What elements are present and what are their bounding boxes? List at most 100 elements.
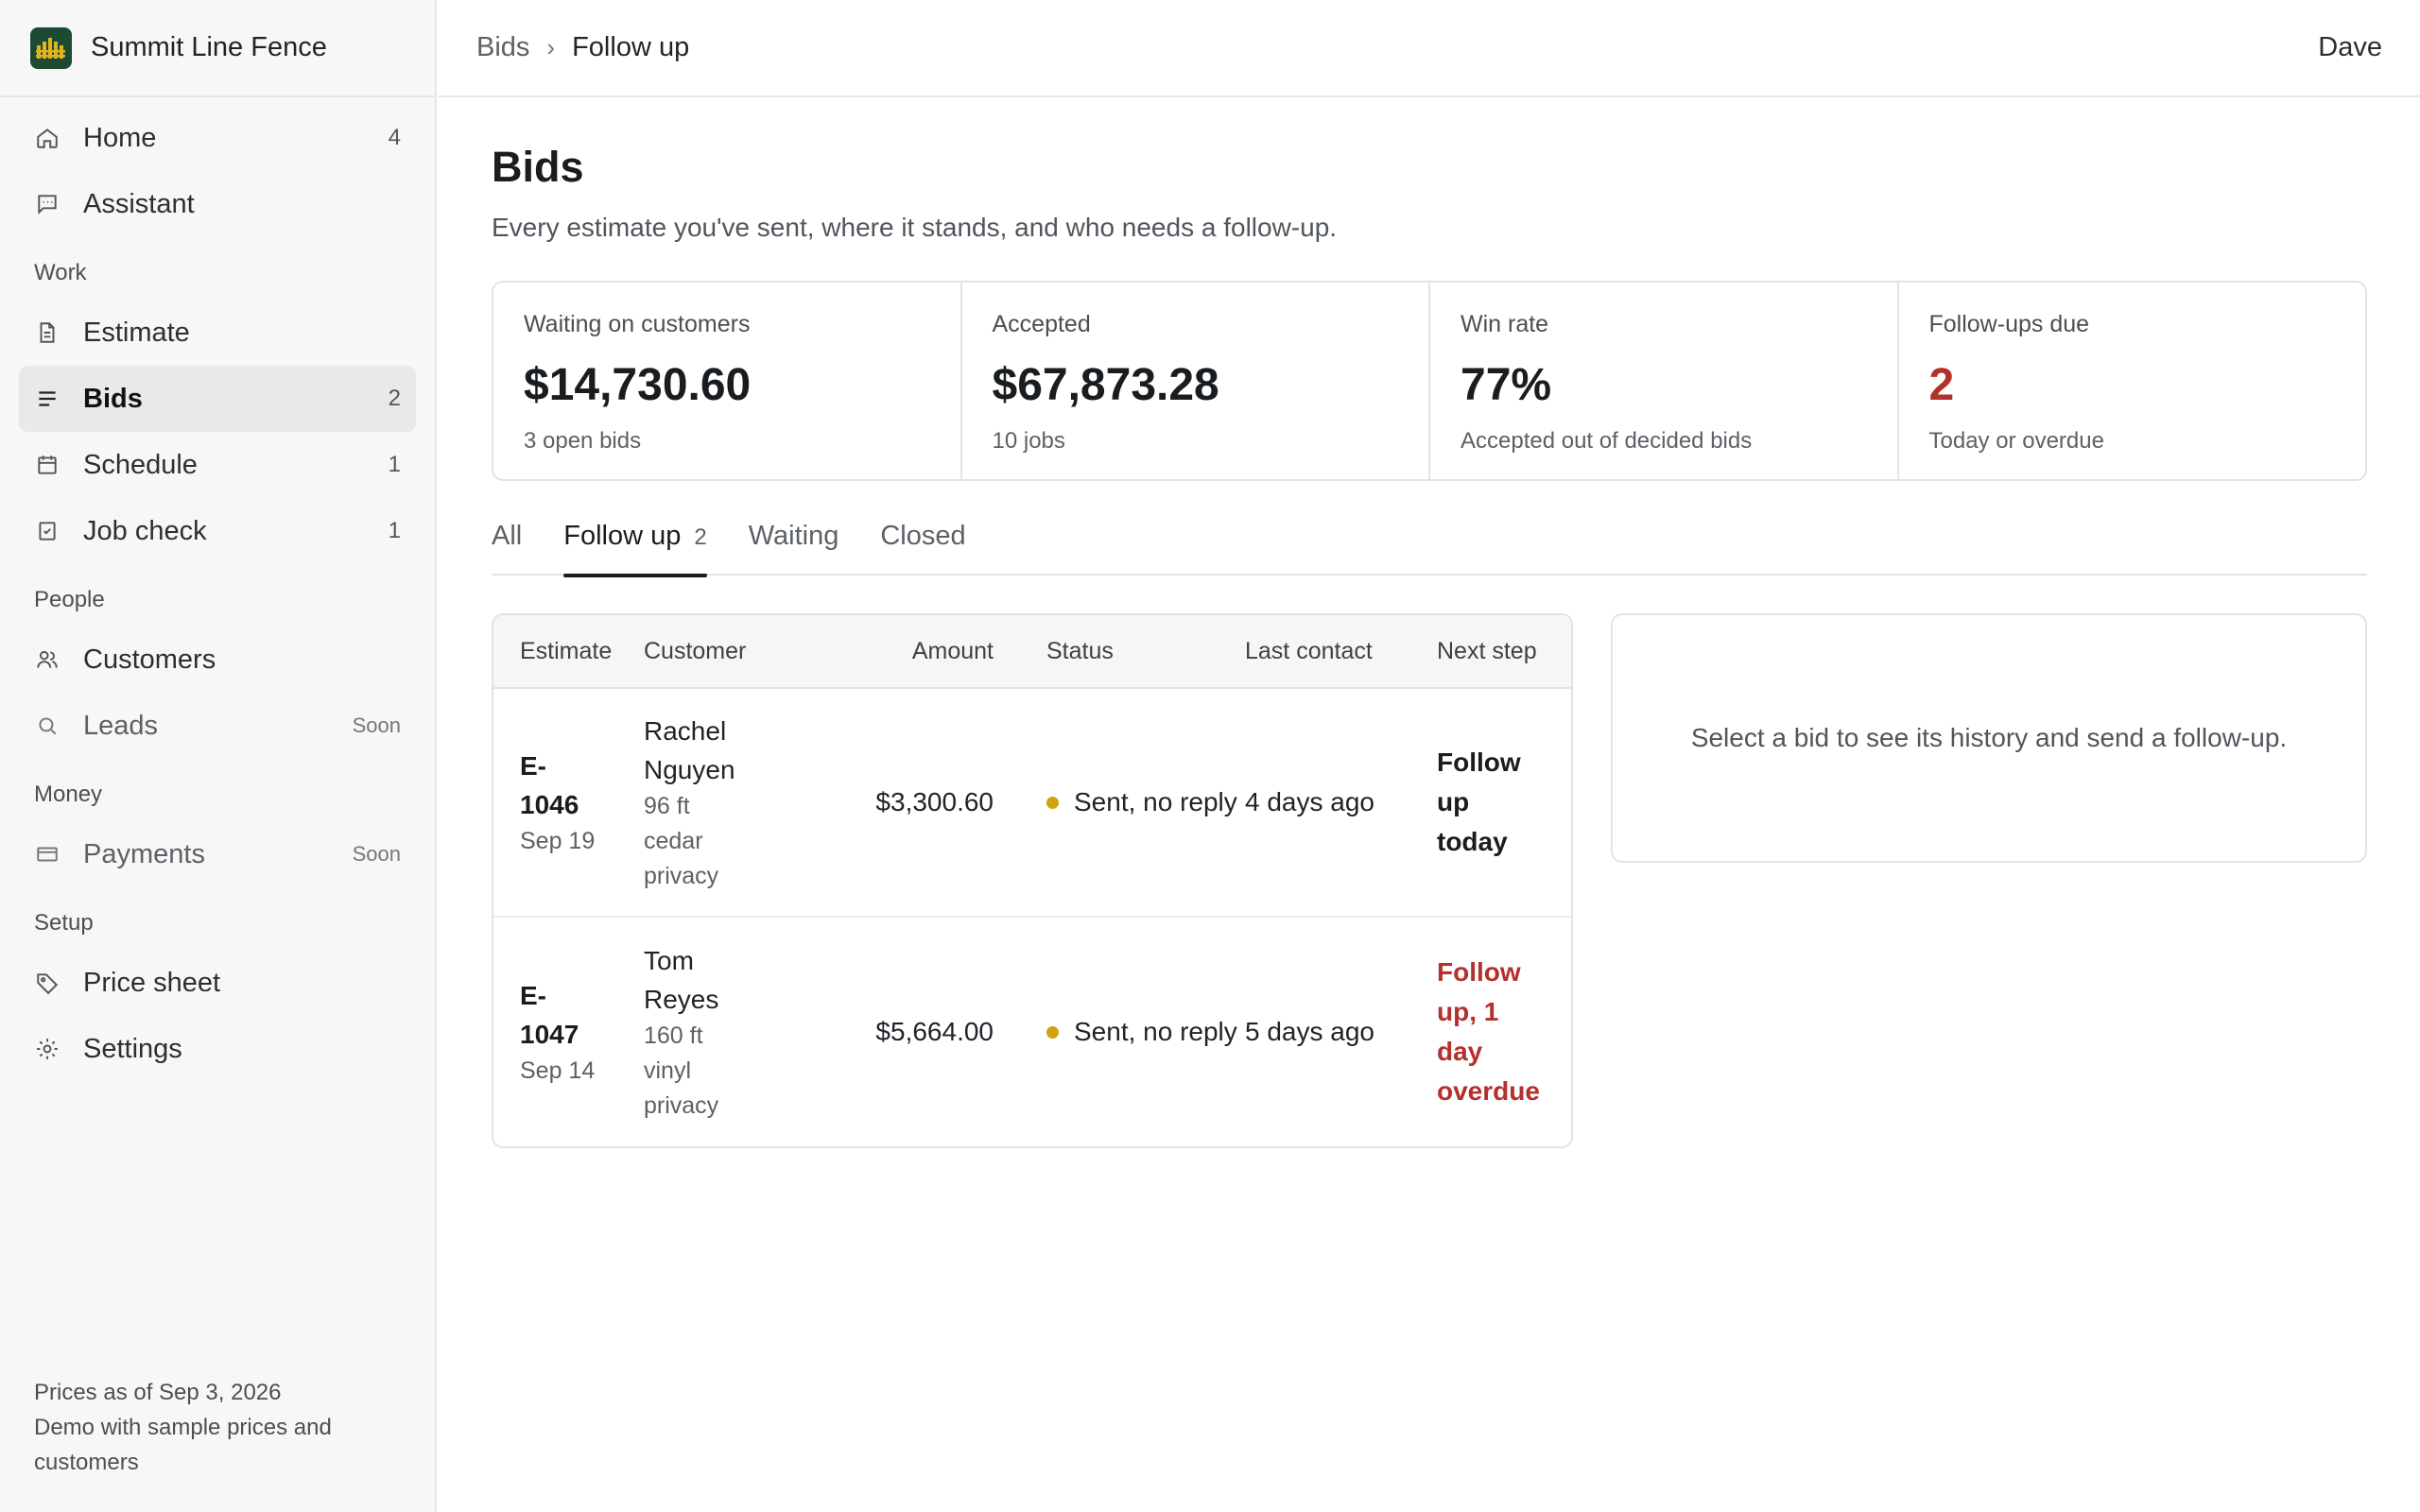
job-description: 96 ft cedar privacy	[644, 792, 719, 889]
stat-accepted: Accepted $67,873.28 10 jobs	[962, 283, 1430, 479]
status-text: Sent, no reply	[1074, 787, 1237, 816]
content-row: Estimate Customer Amount Status Last con…	[492, 613, 2367, 1148]
card-icon	[34, 841, 60, 868]
column-header-estimate[interactable]: Estimate	[520, 637, 613, 664]
stat-label: Win rate	[1461, 311, 1549, 337]
stats-panel: Waiting on customers $14,730.60 3 open b…	[492, 281, 2367, 481]
chevron-right-icon: ›	[546, 33, 556, 61]
cell-next-step: Follow up today	[1437, 743, 1571, 862]
column-header-status[interactable]: Status	[1046, 637, 1114, 664]
breadcrumb-bids-link[interactable]: Bids	[476, 32, 530, 62]
sidebar-item-assistant[interactable]: Assistant	[19, 171, 416, 237]
sidebar-item-count: 1	[388, 452, 401, 477]
bid-detail-panel: Select a bid to see its history and send…	[1611, 613, 2367, 863]
estimate-date: Sep 19	[520, 828, 596, 854]
sidebar: Summit Line Fence Home 4 Assistant Work …	[0, 0, 437, 1512]
tab-label: All	[492, 521, 523, 551]
sidebar-nav: Home 4 Assistant Work Estimate Bids 2	[0, 97, 435, 1082]
sidebar-item-label: Leads	[83, 710, 159, 741]
brand-name: Summit Line Fence	[91, 32, 327, 62]
stat-note: Accepted out of decided bids	[1461, 428, 1753, 454]
tag-icon	[34, 970, 60, 996]
sidebar-item-job-check[interactable]: Job check 1	[19, 498, 416, 564]
column-header-last-contact[interactable]: Last contact	[1245, 637, 1373, 664]
sidebar-item-settings[interactable]: Settings	[19, 1016, 416, 1082]
cell-customer: Tom Reyes 160 ft vinyl privacy	[644, 941, 804, 1124]
sidebar-item-label: Price sheet	[83, 967, 221, 998]
checkbox-icon	[34, 518, 60, 544]
calendar-icon	[34, 452, 60, 478]
stat-value: 2	[1928, 360, 1955, 410]
breadcrumb: Bids › Follow up	[476, 32, 2318, 63]
sidebar-item-count: 1	[388, 518, 401, 543]
cell-estimate: E-1047 Sep 14	[493, 976, 644, 1088]
user-menu[interactable]: Dave	[2318, 32, 2382, 62]
column-header-amount[interactable]: Amount	[911, 637, 994, 664]
sidebar-item-label: Bids	[83, 383, 143, 414]
stat-win-rate: Win rate 77% Accepted out of decided bid…	[1430, 283, 1899, 479]
tab-follow-up[interactable]: Follow up 2	[563, 517, 708, 577]
stat-value: 77%	[1461, 360, 1552, 410]
stat-label: Follow-ups due	[1928, 311, 2090, 337]
sidebar-item-bids[interactable]: Bids 2	[19, 366, 416, 432]
sidebar-item-label: Estimate	[83, 317, 190, 348]
status-text: Sent, no reply	[1074, 1017, 1237, 1046]
stat-note: Today or overdue	[1928, 428, 2104, 454]
sidebar-item-customers[interactable]: Customers	[19, 627, 416, 693]
tab-count: 2	[694, 524, 707, 550]
sidebar-item-schedule[interactable]: Schedule 1	[19, 432, 416, 498]
stat-waiting: Waiting on customers $14,730.60 3 open b…	[493, 283, 962, 479]
cell-customer: Rachel Nguyen 96 ft cedar privacy	[644, 712, 804, 894]
sidebar-section-setup: Setup	[34, 910, 94, 936]
stat-value: $67,873.28	[992, 360, 1219, 410]
status-dot-icon	[1046, 796, 1059, 809]
tab-closed[interactable]: Closed	[880, 517, 965, 576]
main-content: Bids Every estimate you've sent, where i…	[492, 97, 2367, 1148]
stat-label: Waiting on customers	[524, 311, 751, 337]
tab-label: Waiting	[748, 521, 839, 551]
status-dot-icon	[1046, 1025, 1059, 1039]
estimate-id: E-1047	[520, 981, 579, 1049]
column-header-customer[interactable]: Customer	[644, 637, 747, 664]
next-step-text: Follow up today	[1437, 747, 1521, 856]
column-header-next-step[interactable]: Next step	[1437, 637, 1537, 664]
sidebar-item-label: Job check	[83, 515, 207, 546]
page-title: Bids	[492, 143, 584, 191]
stat-note: 3 open bids	[524, 428, 642, 454]
sidebar-section-people: People	[34, 587, 105, 612]
list-icon	[34, 386, 60, 412]
cell-next-step: Follow up, 1 day overdue	[1437, 953, 1571, 1111]
tab-all[interactable]: All	[492, 517, 522, 576]
table-header: Estimate Customer Amount Status Last con…	[493, 615, 1571, 689]
sidebar-item-price-sheet[interactable]: Price sheet	[19, 950, 416, 1016]
home-icon	[34, 125, 60, 151]
sidebar-item-soon-badge: Soon	[352, 713, 401, 737]
customer-name: Tom Reyes	[644, 945, 719, 1014]
sidebar-item-payments[interactable]: Payments Soon	[19, 821, 416, 887]
sidebar-item-leads[interactable]: Leads Soon	[19, 693, 416, 759]
status-badge: Sent, no reply	[1046, 787, 1245, 817]
sidebar-item-count: 2	[388, 386, 401, 411]
stat-note: 10 jobs	[992, 428, 1065, 454]
sidebar-section-money: Money	[34, 782, 103, 807]
topbar: Bids › Follow up Dave	[439, 0, 2420, 97]
sidebar-item-home[interactable]: Home 4	[19, 105, 416, 171]
breadcrumb-current: Follow up	[572, 32, 690, 62]
bids-table: Estimate Customer Amount Status Last con…	[492, 613, 1573, 1148]
cell-estimate: E-1046 Sep 19	[493, 747, 644, 858]
table-row[interactable]: E-1046 Sep 19 Rachel Nguyen 96 ft cedar …	[493, 689, 1571, 918]
sidebar-item-label: Assistant	[83, 188, 195, 219]
tab-label: Follow up	[563, 521, 682, 551]
status-badge: Sent, no reply	[1046, 1017, 1245, 1047]
tab-waiting[interactable]: Waiting	[749, 517, 839, 576]
bid-tabs: All Follow up 2 Waiting Closed	[492, 517, 2367, 577]
sidebar-item-estimate[interactable]: Estimate	[19, 300, 416, 366]
cell-last-contact: 4 days ago	[1245, 787, 1374, 816]
sidebar-item-count: 4	[388, 125, 401, 150]
chat-icon	[34, 191, 60, 217]
brand[interactable]: Summit Line Fence	[0, 0, 435, 97]
prices-as-of: Prices as of Sep 3, 2026	[34, 1380, 282, 1405]
demo-note: Demo with sample prices and customers	[34, 1415, 332, 1475]
estimate-id: E-1046	[520, 751, 579, 819]
table-row[interactable]: E-1047 Sep 14 Tom Reyes 160 ft vinyl pri…	[493, 918, 1571, 1146]
